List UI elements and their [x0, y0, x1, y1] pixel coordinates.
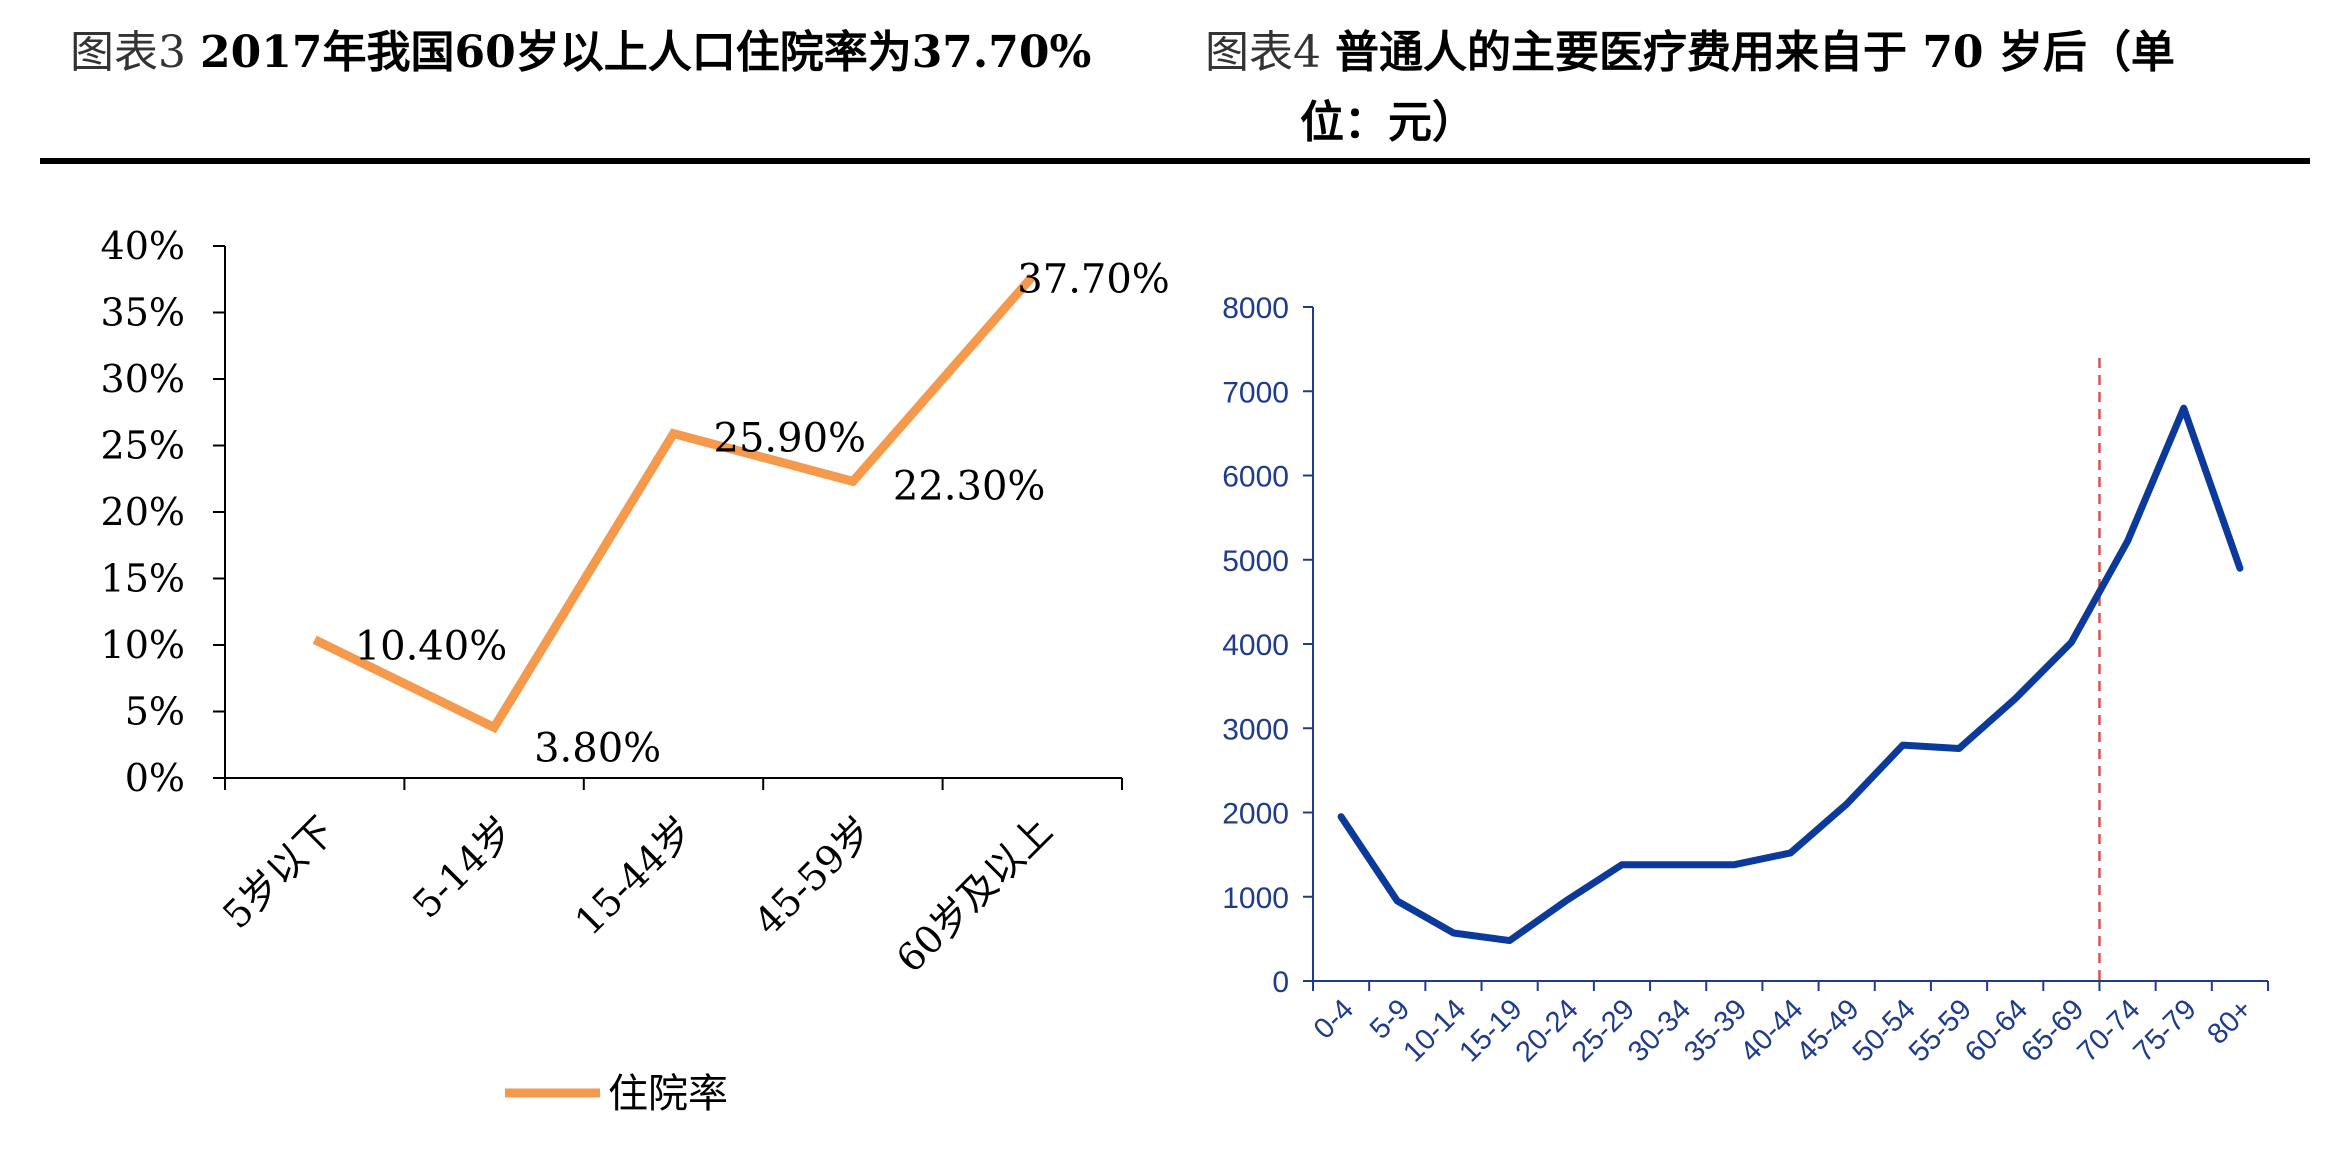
right-series-line — [1337, 404, 2244, 945]
left-x-category-label: 45-59岁 — [746, 808, 881, 943]
right-x-category-label: 25-29 — [1566, 993, 1641, 1068]
right-x-category-label: 45-49 — [1791, 993, 1866, 1068]
right-x-category-label: 70-74 — [2071, 993, 2146, 1068]
right-y-tick-label: 5000 — [1222, 545, 1289, 578]
right-title-line2: 位：元） — [1300, 97, 1476, 148]
right-x-category-label: 10-14 — [1397, 993, 1472, 1068]
left-series-line — [312, 273, 1036, 734]
hospitalization-rate-chart: 0% 5% 10% 15% 20% 25% 30% 35% 40% 5岁以下 5-14岁 15-44岁… — [101, 224, 1170, 1117]
right-x-category-label: 55-59 — [1903, 993, 1978, 1068]
left-data-label: 3.80% — [534, 725, 661, 771]
left-data-label: 22.30% — [893, 463, 1046, 509]
right-y-tick-label: 7000 — [1222, 376, 1289, 409]
left-x-category-label: 5-14岁 — [404, 808, 522, 926]
left-x-category-label: 5岁以下 — [214, 808, 343, 937]
right-x-category-label: 35-39 — [1678, 993, 1753, 1068]
left-title-text: 2017年我国60岁以上人口住院率为37.70% — [200, 27, 1092, 78]
right-y-tick-label: 0 — [1272, 966, 1289, 999]
left-y-tick-label: 30% — [101, 357, 185, 401]
left-x-category-label: 60岁及以上 — [888, 808, 1061, 981]
left-data-label: 10.40% — [355, 624, 508, 670]
left-data-label: 25.90% — [714, 416, 867, 462]
left-y-tick-label: 10% — [101, 623, 185, 667]
right-y-tick-label: 4000 — [1222, 629, 1289, 662]
right-y-tick-label: 6000 — [1222, 461, 1289, 494]
left-data-label: 37.70% — [1017, 257, 1170, 303]
right-x-category-label: 0-4 — [1308, 993, 1360, 1045]
right-x-category-label: 15-19 — [1453, 993, 1528, 1068]
right-x-category-label: 50-54 — [1847, 993, 1922, 1068]
right-x-category-label: 40-44 — [1734, 993, 1809, 1068]
left-y-tick-label: 20% — [101, 490, 185, 534]
left-legend-label: 住院率 — [608, 1071, 728, 1117]
right-x-category-label: 65-69 — [2015, 993, 2090, 1068]
left-y-tick-label: 15% — [101, 557, 185, 601]
left-x-category-label: 15-44岁 — [566, 808, 701, 943]
right-y-tick-label: 3000 — [1222, 713, 1289, 746]
left-chart-title: 图表3 2017年我国60岁以上人口住院率为37.70% — [70, 20, 1091, 86]
left-y-tick-label: 35% — [101, 291, 185, 335]
left-figure-number: 图表3 — [70, 27, 186, 78]
right-y-tick-label: 8000 — [1222, 292, 1289, 325]
right-x-category-label: 30-34 — [1622, 993, 1697, 1068]
right-y-tick-label: 1000 — [1222, 882, 1289, 915]
left-y-tick-label: 5% — [125, 690, 185, 734]
right-x-category-label: 20-24 — [1510, 993, 1585, 1068]
right-y-tick-label: 2000 — [1222, 798, 1289, 831]
right-x-category-label: 80+ — [2201, 993, 2258, 1050]
left-y-tick-label: 25% — [101, 424, 185, 468]
right-x-category-label: 60-64 — [1959, 993, 2034, 1068]
right-figure-number: 图表4 — [1205, 27, 1321, 78]
right-title-text: 普通人的主要医疗费用来自于 70 岁后（单 — [1335, 27, 2175, 78]
right-chart-title: 图表4 普通人的主要医疗费用来自于 70 岁后（单 — [1205, 20, 2175, 86]
right-x-category-label: 75-79 — [2128, 993, 2203, 1068]
left-y-tick-label: 0% — [125, 756, 185, 800]
title-divider — [40, 158, 2310, 164]
left-y-tick-label: 40% — [101, 224, 185, 268]
